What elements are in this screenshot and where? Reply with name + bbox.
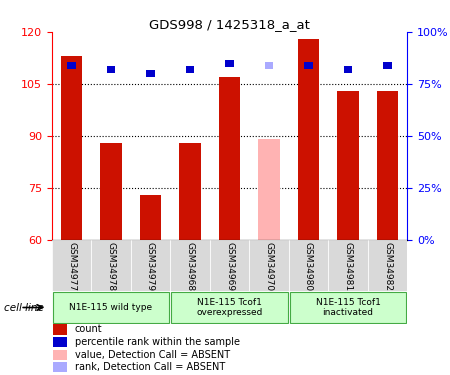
Bar (53, 337, 67, 347)
Text: GSM34979: GSM34979 (146, 242, 155, 291)
Text: GSM34969: GSM34969 (225, 242, 234, 291)
Bar (289, 292, 406, 323)
Bar (368, 240, 407, 291)
Bar (171, 292, 288, 323)
Bar (377, 91, 398, 240)
Title: GDS998 / 1425318_a_at: GDS998 / 1425318_a_at (149, 18, 310, 31)
Bar (186, 66, 194, 73)
Text: value, Detection Call = ABSENT: value, Detection Call = ABSENT (75, 350, 230, 360)
Text: N1E-115 wild type: N1E-115 wild type (69, 303, 153, 312)
Text: GSM34982: GSM34982 (383, 242, 392, 291)
Bar (146, 70, 155, 77)
Text: GSM34977: GSM34977 (67, 242, 76, 291)
Bar (52, 240, 91, 291)
Text: N1E-115 Tcof1
inactivated: N1E-115 Tcof1 inactivated (315, 298, 380, 317)
Bar (344, 66, 352, 73)
Bar (53, 292, 170, 323)
Bar (131, 240, 170, 291)
Bar (53, 324, 67, 334)
Bar (179, 143, 201, 240)
Text: GSM34970: GSM34970 (265, 242, 274, 291)
Text: cell line: cell line (4, 303, 45, 313)
Text: rank, Detection Call = ABSENT: rank, Detection Call = ABSENT (75, 362, 225, 372)
Bar (210, 240, 249, 291)
Bar (328, 240, 368, 291)
Bar (265, 62, 273, 69)
Bar (225, 60, 234, 67)
Bar (258, 140, 280, 240)
Text: GSM34981: GSM34981 (343, 242, 352, 291)
Bar (219, 77, 240, 240)
Bar (249, 240, 289, 291)
Text: GSM34968: GSM34968 (185, 242, 194, 291)
Text: GSM34978: GSM34978 (107, 242, 116, 291)
Bar (107, 66, 115, 73)
Bar (337, 91, 359, 240)
Text: count: count (75, 324, 102, 334)
Bar (140, 195, 162, 240)
Bar (304, 62, 313, 69)
Bar (91, 240, 131, 291)
Bar (53, 362, 67, 372)
Bar (289, 240, 328, 291)
Bar (383, 62, 392, 69)
Bar (297, 39, 319, 240)
Bar (61, 56, 82, 240)
Text: N1E-115 Tcof1
overexpressed: N1E-115 Tcof1 overexpressed (196, 298, 263, 317)
Bar (53, 350, 67, 360)
Bar (100, 143, 122, 240)
Text: GSM34980: GSM34980 (304, 242, 313, 291)
Bar (170, 240, 210, 291)
Text: percentile rank within the sample: percentile rank within the sample (75, 337, 240, 347)
Bar (68, 62, 76, 69)
